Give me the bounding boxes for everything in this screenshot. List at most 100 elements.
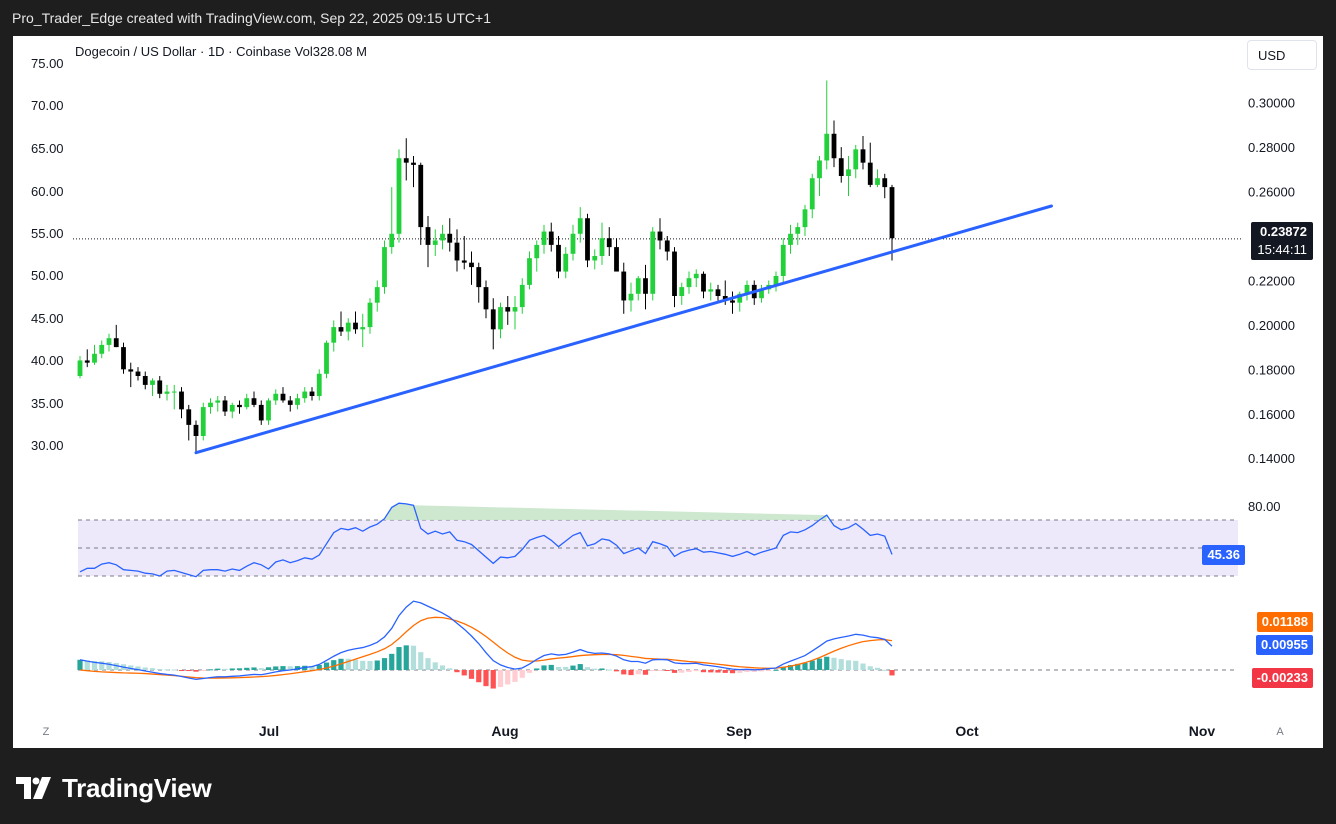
macd-histogram-bar-positive [838,659,844,670]
macd-histogram-bar-negative [679,670,685,673]
candle-up [345,322,351,332]
macd-histogram-bar-positive [113,663,119,670]
candle-up [215,400,221,403]
candle-up [599,238,605,256]
candle-down [831,133,837,159]
macd-histogram-bar-positive [287,666,293,670]
left-axis-label: 35.00 [31,396,64,411]
macd-histogram-bar-positive [99,661,105,670]
macd-histogram-bar-positive [874,667,881,670]
macd-histogram-bar-negative [708,670,714,673]
macd-histogram-bar-positive [809,660,815,670]
macd-histogram-bar-negative [519,670,525,678]
macd-histogram-bar-negative [671,670,678,673]
macd-histogram-bar-positive [570,665,576,670]
right-axis-label: 0.22000 [1248,273,1295,288]
candle-up [650,231,656,294]
left-axis-label: 60.00 [31,184,64,199]
zoom-button[interactable]: Z [42,726,50,738]
macd-histogram-bar-negative [664,670,670,671]
candle-up [164,391,170,394]
candle-down [657,231,663,241]
candle-down [867,162,873,185]
candle-down [280,393,286,401]
macd-histogram-bar-positive [280,666,286,670]
rsi-overbought-fill [384,503,827,520]
candle-up [229,404,235,412]
macd-histogram-bar-positive [447,668,453,670]
macd-histogram-bar-positive [882,669,888,671]
candle-up [273,393,279,401]
macd-histogram-bar-positive [84,660,90,670]
candle-up [592,256,598,261]
macd-histogram-bar-positive [555,666,562,670]
symbol-legend: Dogecoin / US Dollar · 1D · Coinbase Vol… [75,44,367,59]
tradingview-logo-icon [16,777,51,799]
candle-down [838,158,844,176]
candle-down [548,231,554,245]
candle-up [686,278,692,288]
right-axis-label: 0.20000 [1248,318,1295,333]
macd-histogram-bar-negative [483,670,489,687]
macd-histogram-bar-negative [512,670,518,682]
rsi-axis-label: 80.00 [1248,499,1281,514]
macd-histogram-bar-positive [273,666,279,670]
candle-up [396,158,402,234]
macd-histogram-bar-positive [229,668,235,670]
macd-histogram-bar-negative [729,670,736,674]
macd-histogram-bar-positive [403,645,409,670]
macd-histogram-bar-positive [360,660,366,670]
macd-histogram-bar-negative [722,670,728,673]
candle-up [737,293,743,303]
left-axis-label: 30.00 [31,438,64,453]
macd-line-tag: 0.00955 [1256,635,1313,655]
candle-down [621,271,627,301]
left-axis-label: 70.00 [31,98,64,113]
macd-histogram-bar-positive [381,658,388,670]
macd-histogram-bar-positive [795,663,801,670]
support-trendline [194,204,1053,455]
macd-histogram-bar-negative [526,670,533,673]
candle-up [780,244,786,276]
candle-up [331,327,337,343]
candle-up [795,227,801,234]
auto-scale-button[interactable]: A [1276,726,1284,738]
macd-histogram-bar-negative [178,670,185,671]
candle-down [237,404,242,408]
macd-histogram-bar-positive [135,666,141,670]
candle-up [541,231,547,245]
chart-panel[interactable]: 75.00 70.00 65.00 60.00 55.00 50.00 45.00 40.00… [13,36,1323,748]
candle-down [585,218,590,261]
candle-up [244,398,250,408]
candle-down [664,240,670,252]
tradingview-logo[interactable]: TradingView [16,770,212,806]
candle-up [708,289,714,292]
macd-histogram-bar-positive [106,662,112,670]
macd-histogram-bar-positive [331,660,337,670]
candle-up [498,307,503,330]
candle-up [382,247,387,288]
rsi-value-tag: 45.36 [1202,545,1245,565]
macd-histogram-bar-positive [780,666,786,670]
candle-up [171,391,177,393]
currency-button[interactable]: USD [1247,40,1317,70]
candle-up [92,353,97,363]
chart-canvas[interactable]: 75.00 70.00 65.00 60.00 55.00 50.00 45.00 40.00… [13,36,1323,748]
macd-histogram-bar-positive [77,659,83,670]
macd-histogram-bar-positive [599,668,605,670]
macd-histogram-bar-positive [802,662,808,670]
macd-histogram-bar-positive [773,669,779,671]
candle-down [142,376,148,385]
macd-histogram-bar-positive [606,669,612,671]
macd-histogram-bar-positive [418,652,424,670]
candle-down [411,162,416,165]
macd-histogram-bar-negative [186,670,192,672]
macd-histogram-bar-positive [149,668,156,670]
candle-up [759,289,764,299]
macd-histogram-bar-positive [853,660,859,670]
macd-histogram-bar-positive [244,667,250,670]
macd-histogram-bar-positive [396,647,402,670]
candle-up [628,293,634,301]
macd-histogram-bar-negative [454,670,460,673]
candle-down [715,289,721,296]
